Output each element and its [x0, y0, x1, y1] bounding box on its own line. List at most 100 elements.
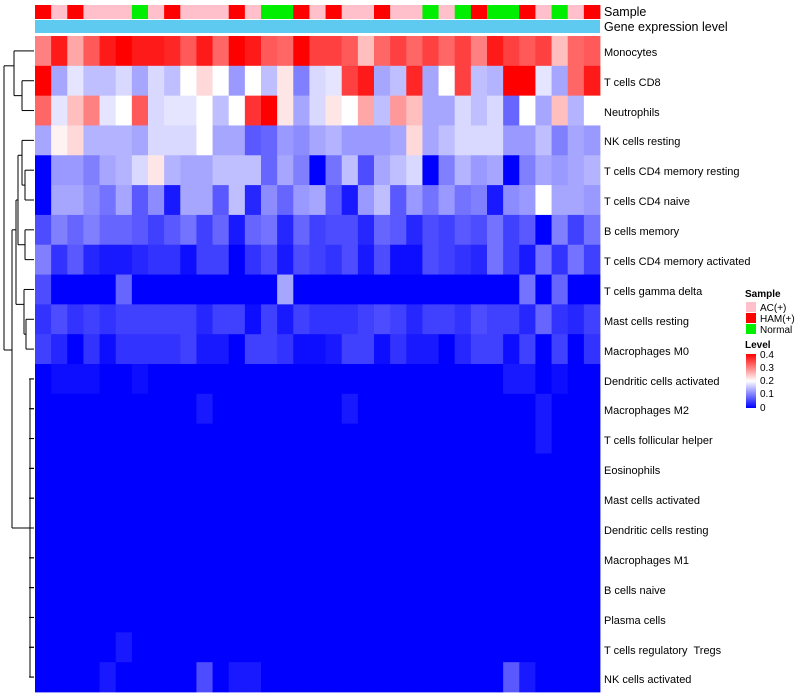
heatmap-cell: [67, 393, 84, 425]
heatmap-cell: [470, 542, 488, 574]
heatmap-cell: [99, 95, 117, 126]
heatmap-cell: [196, 185, 213, 216]
heatmap-cell: [583, 423, 601, 454]
heatmap-cell: [325, 185, 343, 216]
heatmap-cell: [83, 662, 100, 693]
heatmap-cell: [357, 662, 375, 693]
heatmap-cell: [293, 572, 310, 603]
heatmap-cell: [148, 542, 165, 574]
sample-annotation-cell: [535, 5, 552, 19]
heatmap-cell: [35, 304, 52, 335]
sample-annotation-bar: [35, 5, 601, 19]
heatmap-cell: [212, 483, 230, 514]
heatmap-cell: [325, 662, 343, 693]
heatmap-cell: [503, 513, 520, 544]
heatmap-cell: [519, 542, 536, 574]
heatmap-cell: [551, 36, 569, 67]
heatmap-cell: [438, 334, 456, 365]
heatmap-cell: [438, 65, 456, 97]
heatmap-cell: [35, 542, 52, 574]
heatmap-cell: [131, 423, 149, 454]
legend-label-normal: Normal: [760, 325, 792, 336]
heatmap-cell: [51, 542, 68, 574]
heatmap-cell: [438, 244, 456, 275]
heatmap-cell: [293, 453, 310, 484]
heatmap-cell: [406, 572, 423, 603]
heatmap-cell: [406, 364, 423, 395]
heatmap-cell: [374, 36, 391, 67]
heatmap-cell: [115, 244, 133, 275]
heatmap-cell: [374, 572, 391, 603]
heatmap-cell: [180, 513, 197, 544]
heatmap-cell: [67, 423, 84, 454]
heatmap-cell: [567, 125, 585, 156]
heatmap-cell: [454, 244, 472, 275]
heatmap-cell: [212, 214, 230, 246]
heatmap-cell: [35, 364, 52, 395]
sample-annotation-cell: [438, 5, 456, 19]
heatmap-cell: [293, 423, 310, 454]
heatmap-cell: [422, 214, 439, 246]
heatmap-cell: [551, 602, 569, 633]
heatmap-cell: [503, 95, 520, 126]
heatmap-cell: [583, 244, 601, 275]
heatmap-cell: [293, 364, 310, 395]
heatmap-cell: [67, 334, 84, 365]
heatmap-cell: [244, 334, 262, 365]
heatmap-cell: [390, 513, 407, 544]
heatmap-cell: [83, 364, 100, 395]
row-label-eosinophils: Eosinophils: [604, 465, 661, 477]
sample-annotation-cell: [35, 5, 52, 19]
heatmap-cell: [196, 244, 213, 275]
sample-annotation-cell: [164, 5, 181, 19]
heatmap-cell: [131, 483, 149, 514]
heatmap-cell: [277, 662, 294, 693]
heatmap-cell: [277, 155, 294, 186]
heatmap-cell: [67, 364, 84, 395]
heatmap-cell: [51, 36, 68, 67]
heatmap-cell: [244, 185, 262, 216]
heatmap-cell: [535, 662, 552, 693]
heatmap-cell: [309, 244, 326, 275]
heatmap-cell: [551, 393, 569, 425]
heatmap-cell: [196, 155, 213, 186]
heatmap-cell: [277, 274, 294, 305]
sample-annotation-cell: [583, 5, 601, 19]
heatmap-cell: [357, 274, 375, 305]
heatmap-cell: [422, 513, 439, 544]
heatmap-cell: [454, 155, 472, 186]
heatmap-cell: [487, 602, 504, 633]
heatmap-cell: [503, 423, 520, 454]
heatmap-cell: [341, 364, 359, 395]
heatmap-cell: [196, 36, 213, 67]
row-label-nk-cells-resting: NK cells resting: [604, 136, 680, 148]
heatmap-cell: [390, 274, 407, 305]
heatmap-cell: [551, 364, 569, 395]
heatmap-cell: [390, 364, 407, 395]
heatmap-cell: [503, 632, 520, 663]
heatmap-cell: [422, 304, 439, 335]
heatmap-cell: [99, 334, 117, 365]
heatmap-cell: [196, 125, 213, 156]
heatmap-cell: [164, 244, 181, 275]
heatmap-cell: [35, 36, 52, 67]
heatmap-cell: [519, 36, 536, 67]
heatmap-cell: [454, 662, 472, 693]
heatmap-cell: [583, 334, 601, 365]
heatmap-cell: [374, 274, 391, 305]
heatmap-cell: [325, 483, 343, 514]
legend-swatch-ac: [746, 302, 756, 312]
heatmap-cell: [309, 602, 326, 633]
heatmap-cell: [454, 65, 472, 97]
heatmap-cell: [567, 214, 585, 246]
heatmap-cell: [196, 304, 213, 335]
sample-annotation-cell: [196, 5, 213, 19]
heatmap-cell: [325, 542, 343, 574]
heatmap-cell: [406, 632, 423, 663]
heatmap-cell: [115, 185, 133, 216]
heatmap-cell: [293, 662, 310, 693]
heatmap-cell: [503, 453, 520, 484]
heatmap-cell: [567, 513, 585, 544]
heatmap-cell: [374, 393, 391, 425]
legend-label-ham: HAM(+): [760, 314, 795, 325]
